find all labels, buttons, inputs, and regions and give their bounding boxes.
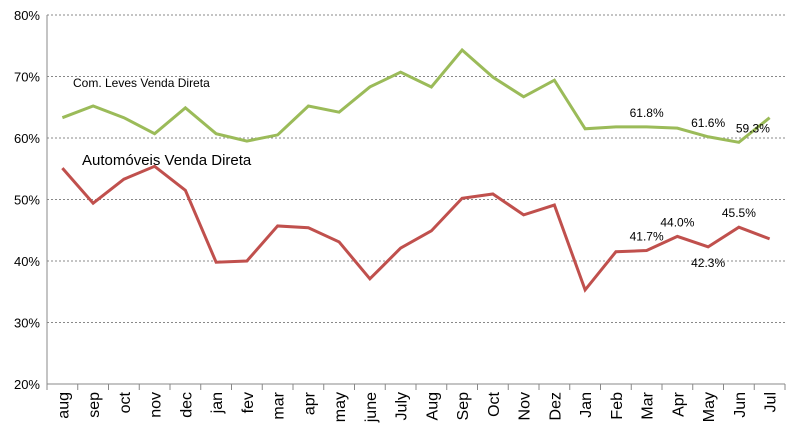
x-tick-label: mar (271, 391, 288, 419)
x-tick-label: oct (117, 391, 134, 413)
x-tick-label: sep (86, 392, 103, 418)
x-tick-label: Oct (486, 391, 503, 416)
series-line (61, 47, 771, 144)
x-tick-label: Apr (670, 391, 687, 417)
x-tick-label: Nov (517, 392, 534, 420)
x-tick-label: Jan (578, 392, 595, 418)
y-tick-label: 30% (14, 316, 40, 331)
x-tick-label: dec (178, 392, 195, 418)
series-line (61, 164, 771, 293)
x-tick-label: jan (209, 392, 226, 414)
x-tick-label: nov (148, 392, 165, 418)
x-tick-label: July (394, 392, 411, 420)
x-tick-label: Sep (455, 392, 472, 421)
y-tick-label: 60% (14, 131, 40, 146)
x-tick-label: june (363, 392, 380, 423)
x-tick-label: Jul (763, 392, 780, 412)
y-tick-label: 20% (14, 377, 40, 392)
y-tick-label: 70% (14, 70, 40, 85)
x-tick-label: Aug (424, 392, 441, 420)
data-label: 61.8% (630, 106, 664, 120)
data-label: 45.5% (722, 206, 756, 220)
data-label: 44.0% (660, 215, 694, 229)
x-tick-label: fev (240, 392, 257, 413)
x-tick-label: may (332, 392, 349, 422)
x-tick-label: Jun (732, 392, 749, 418)
data-label: 41.7% (630, 230, 664, 244)
x-tick-label: May (701, 392, 718, 422)
data-label: 42.3% (691, 256, 725, 270)
x-tick-label: Mar (640, 391, 657, 419)
series-name: Automóveis Venda Direta (82, 152, 252, 169)
y-tick-label: 80% (14, 8, 40, 23)
x-tick-label: apr (301, 391, 318, 415)
y-tick-label: 50% (14, 193, 40, 208)
x-tick-label: Dez (547, 392, 564, 420)
x-tick-label: Feb (609, 392, 626, 420)
data-label: 59.3% (736, 121, 770, 135)
x-tick-label: aug (55, 392, 72, 419)
data-label: 61.6% (691, 116, 725, 130)
y-tick-label: 40% (14, 254, 40, 269)
series-name: Com. Leves Venda Direta (73, 76, 210, 90)
